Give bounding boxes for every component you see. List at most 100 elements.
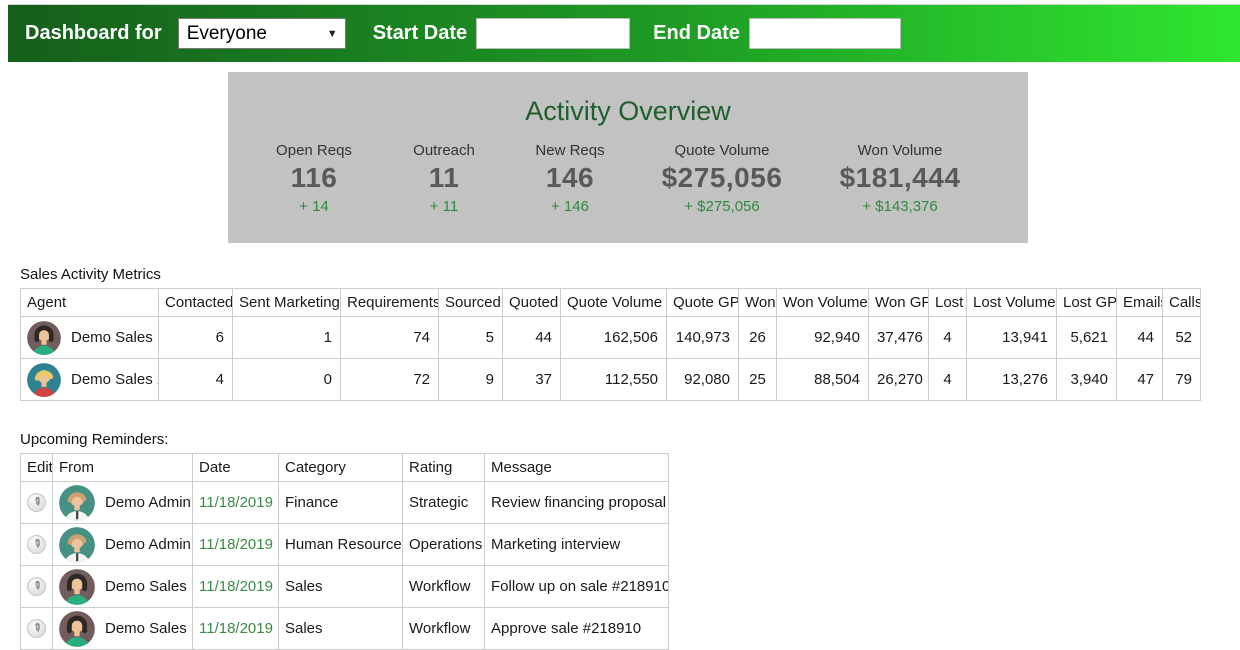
message-cell: Follow up on sale #218910 [485,566,669,608]
metric-new-reqs: New Reqs 146 + 146 [535,142,604,215]
edit-reminder-button[interactable]: ✎ [27,535,46,554]
cell-lost-gp: 3,940 [1057,359,1117,401]
metric-value: 11 [413,162,475,194]
col-message: Message [485,454,669,482]
agent-cell: Demo Sales 2 [21,359,159,401]
col-rating: Rating [403,454,485,482]
metric-delta: + $143,376 [840,198,961,215]
sales-header-row: Agent Contacted Sent Marketing Requireme… [21,289,1201,317]
from-avatar [59,485,95,521]
cell-emails: 47 [1117,359,1163,401]
user-filter-select[interactable]: Everyone ▼ [178,18,346,49]
cell-sent-marketing: 1 [233,317,341,359]
metric-open-reqs: Open Reqs 116 + 14 [276,142,352,215]
activity-overview-title: Activity Overview [228,72,1028,127]
col-sourced: Sourced [439,289,503,317]
from-name: Demo Admin [105,494,191,511]
cell-lost-volume: 13,276 [967,359,1057,401]
reminders-title: Upcoming Reminders: [20,431,1240,448]
metric-outreach: Outreach 11 + 11 [413,142,475,215]
col-lost-gp: Lost GP [1057,289,1117,317]
edit-reminder-button[interactable]: ✎ [27,577,46,596]
from-avatar [59,611,95,647]
cell-quote-volume: 162,506 [561,317,667,359]
from-avatar [59,569,95,605]
pencil-icon: ✎ [29,537,43,551]
metric-label: Outreach [413,142,475,159]
reminder-row: ✎ Demo Sales 1 11/18/2019 Sales Workflow… [21,608,669,650]
from-cell: Demo Sales 1 [53,608,193,650]
from-avatar [59,527,95,563]
col-sent-marketing: Sent Marketing [233,289,341,317]
cell-sent-marketing: 0 [233,359,341,401]
metric-delta: + $275,056 [662,198,783,215]
reminder-row: ✎ Demo Sales 1 11/18/2019 Sales Workflow… [21,566,669,608]
cell-sourced: 5 [439,317,503,359]
from-name: Demo Sales 1 [105,620,193,637]
col-lost: Lost [929,289,967,317]
dashboard-header-bar: Dashboard for Everyone ▼ Start Date End … [8,4,1240,62]
metric-label: Won Volume [840,142,961,159]
cell-won: 25 [739,359,777,401]
cell-quote-volume: 112,550 [561,359,667,401]
user-filter-selected-value: Everyone [187,23,267,45]
cell-contacted: 4 [159,359,233,401]
message-cell: Marketing interview [485,524,669,566]
sales-table-row: Demo Sales 2 4 0 72 9 37 112,550 92,080 … [21,359,1201,401]
date-cell: 11/18/2019 [193,566,279,608]
rating-cell: Operations [403,524,485,566]
edit-cell: ✎ [21,608,53,650]
pencil-icon: ✎ [29,579,43,593]
cell-quoted: 37 [503,359,561,401]
reminder-row: ✎ Demo Admin 11/18/2019 Human Resources … [21,524,669,566]
col-agent: Agent [21,289,159,317]
edit-reminder-button[interactable]: ✎ [27,619,46,638]
metric-label: New Reqs [535,142,604,159]
cell-won-volume: 88,504 [777,359,869,401]
date-cell: 11/18/2019 [193,524,279,566]
category-cell: Sales [279,566,403,608]
edit-cell: ✎ [21,524,53,566]
date-cell: 11/18/2019 [193,482,279,524]
from-cell: Demo Admin [53,524,193,566]
message-cell: Approve sale #218910 [485,608,669,650]
col-won-gp: Won GP [869,289,929,317]
reminders-header-row: Edit From Date Category Rating Message [21,454,669,482]
from-cell: Demo Sales 1 [53,566,193,608]
col-won-volume: Won Volume [777,289,869,317]
category-cell: Finance [279,482,403,524]
pencil-icon: ✎ [29,621,43,635]
cell-won: 26 [739,317,777,359]
cell-requirements: 72 [341,359,439,401]
category-cell: Human Resources [279,524,403,566]
cell-quote-gp: 92,080 [667,359,739,401]
sales-metrics-title: Sales Activity Metrics [20,266,1240,283]
metric-won-volume: Won Volume $181,444 + $143,376 [840,142,961,215]
agent-avatar [27,363,61,397]
dashboard-for-label: Dashboard for [25,22,162,45]
from-name: Demo Sales 1 [105,578,193,595]
cell-won-gp: 37,476 [869,317,929,359]
end-date-label: End Date [653,22,740,45]
metric-label: Quote Volume [662,142,783,159]
reminder-row: ✎ Demo Admin 11/18/2019 Finance Strategi… [21,482,669,524]
col-date: Date [193,454,279,482]
edit-cell: ✎ [21,482,53,524]
from-cell: Demo Admin [53,482,193,524]
col-won: Won [739,289,777,317]
cell-lost-gp: 5,621 [1057,317,1117,359]
edit-reminder-button[interactable]: ✎ [27,493,46,512]
start-date-input[interactable] [476,18,630,49]
metric-value: $275,056 [662,162,783,194]
agent-name: Demo Sales 1 [71,329,159,346]
col-quoted: Quoted [503,289,561,317]
col-emails: Emails [1117,289,1163,317]
metric-value: 116 [276,162,352,194]
reminders-table: Edit From Date Category Rating Message ✎… [20,453,669,650]
end-date-input[interactable] [749,18,901,49]
cell-quote-gp: 140,973 [667,317,739,359]
cell-lost-volume: 13,941 [967,317,1057,359]
chevron-down-icon: ▼ [327,28,338,40]
metric-delta: + 11 [413,198,475,215]
metric-value: 146 [535,162,604,194]
